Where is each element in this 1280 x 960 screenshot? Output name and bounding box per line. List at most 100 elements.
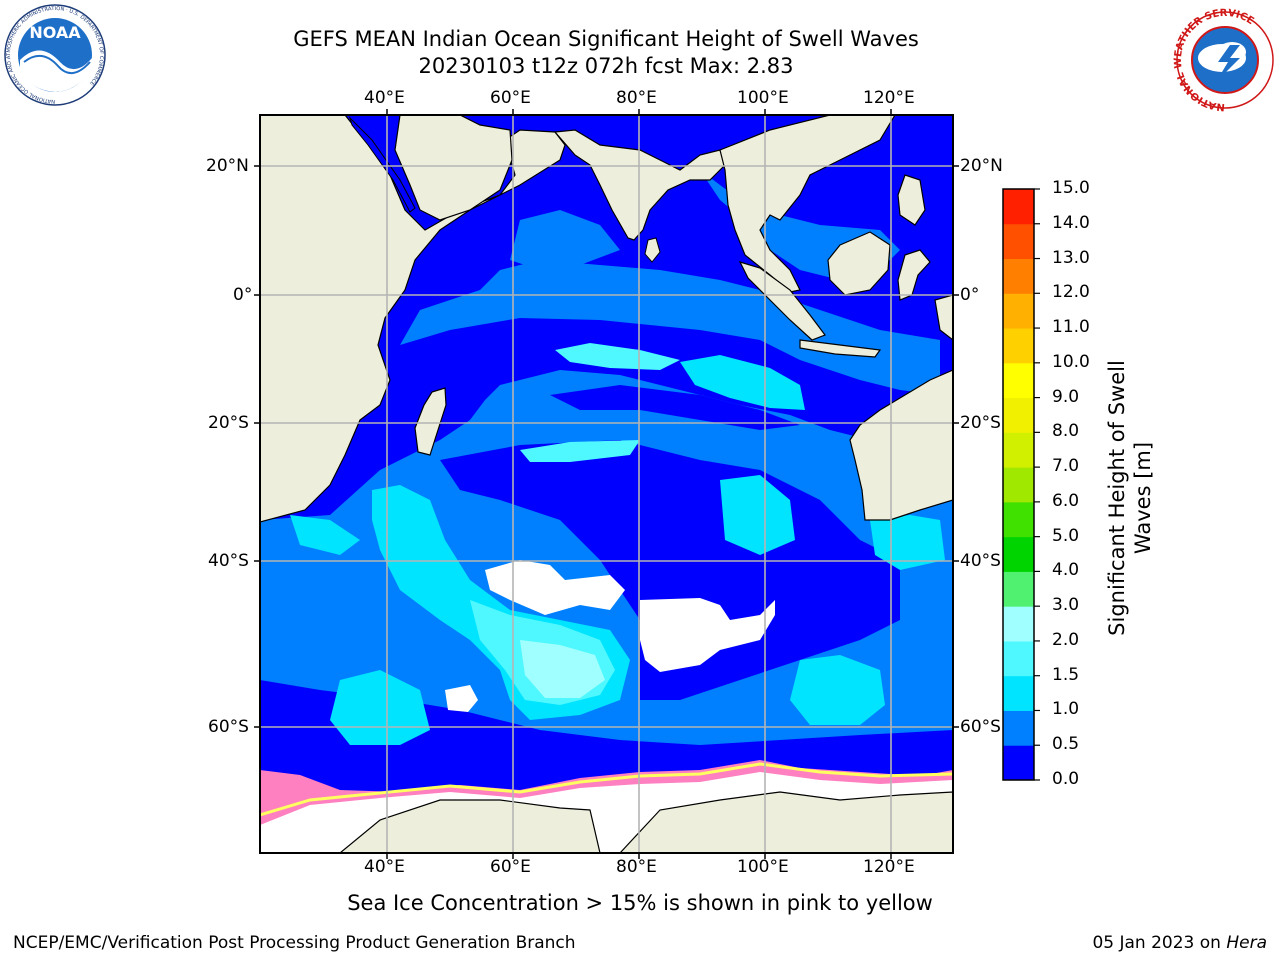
swell-1.0-1.5-east-patch <box>720 475 795 555</box>
colorbar-tick-label: 9.0 <box>1052 386 1080 407</box>
colorbar-tick-label: 1.0 <box>1052 699 1080 720</box>
no-data-patch-central <box>640 598 775 672</box>
colorbar-segment <box>1003 571 1034 607</box>
swell-1.0-1.5-tropical-band-west <box>555 343 680 370</box>
noaa-logo: NOAA NATIONAL OCEANIC AND ATMOSPHERIC AD… <box>4 4 106 106</box>
colorbar-tick-label: 10.0 <box>1052 351 1090 372</box>
swell-1.0-1.5-tropical-band <box>680 355 805 410</box>
colorbar-tick-label: 0.5 <box>1052 734 1080 755</box>
chart-subtitle: 20230103 t12z 072h fcst Max: 2.83 <box>418 54 794 78</box>
colorbar-segment <box>1003 710 1034 746</box>
footer-date-text: 05 Jan 2023 on <box>1092 933 1221 953</box>
colorbar-tick-label: 5.0 <box>1052 525 1080 546</box>
colorbar-tick-label: 12.0 <box>1052 282 1090 303</box>
swell-1.0-1.5-southeast-patch <box>790 655 885 725</box>
sea-ice-yellow-edge <box>260 762 953 817</box>
y-tick-left-0: 0° <box>233 285 253 305</box>
colorbar-segment <box>1003 189 1034 225</box>
y-tick-right-0: 0° <box>960 285 980 305</box>
footer-producer: NCEP/EMC/Verification Post Processing Pr… <box>13 933 576 953</box>
sri-lanka-land <box>644 237 661 263</box>
colorbar <box>1003 189 1034 781</box>
footer-date: 05 Jan 2023 on Hera <box>1092 933 1267 953</box>
india-land <box>553 129 726 241</box>
colorbar-label-line2: Waves [m] <box>1131 441 1155 555</box>
chart-title: GEFS MEAN Indian Ocean Significant Heigh… <box>293 27 919 51</box>
colorbar-segment <box>1003 467 1034 503</box>
x-tick-top-100e: 100°E <box>737 88 789 108</box>
y-tick-left-20s: 20°S <box>208 413 249 433</box>
colorbar-tick-label: 0.0 <box>1052 769 1080 789</box>
colorbar-tick-marks <box>1034 188 1040 781</box>
colorbar-tick-label: 13.0 <box>1052 247 1090 268</box>
colorbar-segment <box>1003 745 1034 781</box>
colorbar-frame <box>1002 188 1035 781</box>
swell-2.0-3.0-core <box>520 640 605 698</box>
sumatra-land <box>738 261 826 341</box>
colorbar-tick-label: 4.0 <box>1052 560 1080 581</box>
colorbar-segment <box>1003 362 1034 399</box>
x-tick-bottom-40e: 40°E <box>364 857 405 877</box>
no-data-patch-small <box>445 685 478 712</box>
y-tick-right-40s: 40°S <box>960 551 1001 571</box>
colorbar-tick-label: 15.0 <box>1052 178 1090 198</box>
swell-1.0-1.5-mid-streak <box>520 440 640 462</box>
swell-1.0-1.5-west-coast <box>290 515 360 555</box>
colorbar-segment <box>1003 675 1034 711</box>
swell-low-band-mid <box>550 385 800 430</box>
x-tick-top-40e: 40°E <box>364 88 405 108</box>
colorbar-segment <box>1003 432 1034 468</box>
tick-marks <box>254 109 959 859</box>
x-tick-bottom-60e: 60°E <box>490 857 531 877</box>
swell-0.5-1.0-band-north <box>510 210 620 270</box>
noaa-logo-text: NOAA <box>29 23 81 42</box>
x-tick-top-60e: 60°E <box>490 88 531 108</box>
colorbar-tick-label: 6.0 <box>1052 490 1080 511</box>
y-tick-right-60s: 60°S <box>960 717 1001 737</box>
colorbar-label: Significant Height of Swell Waves [m] <box>1104 348 1156 648</box>
y-tick-left-60s: 60°S <box>208 717 249 737</box>
x-tick-bottom-80e: 80°E <box>616 857 657 877</box>
map-area <box>260 115 953 853</box>
x-tick-top-120e: 120°E <box>863 88 915 108</box>
borneo-land <box>827 231 891 296</box>
southeast-asia-land <box>719 115 896 293</box>
y-tick-right-20s: 20°S <box>960 413 1001 433</box>
x-tick-bottom-120e: 120°E <box>863 857 915 877</box>
no-data-patch-west <box>485 560 625 615</box>
madagascar-land <box>414 387 447 456</box>
colorbar-segment <box>1003 606 1034 642</box>
colorbar-tick-label: 7.0 <box>1052 456 1080 477</box>
arabia-land <box>394 115 513 221</box>
colorbar-tick-label: 2.0 <box>1052 629 1080 650</box>
colorbar-tick-label: 3.0 <box>1052 595 1080 616</box>
y-tick-left-20n: 20°N <box>206 156 249 176</box>
colorbar-segment <box>1003 293 1034 329</box>
nws-logo: NATIONAL WEATHER SERVICE <box>1173 8 1274 112</box>
colorbar-tick-label: 1.5 <box>1052 664 1080 685</box>
red-sea <box>348 116 416 213</box>
colorbar-tick-label: 14.0 <box>1052 212 1090 233</box>
footer-host: Hera <box>1226 933 1267 953</box>
colorbar-segment <box>1003 640 1034 677</box>
java-land <box>799 339 882 358</box>
sea-ice-note: Sea Ice Concentration > 15% is shown in … <box>347 891 933 915</box>
colorbar-segment <box>1003 536 1034 572</box>
new-guinea-land <box>934 294 953 341</box>
y-tick-left-40s: 40°S <box>208 551 249 571</box>
y-tick-right-20n: 20°N <box>960 156 1003 176</box>
colorbar-segment <box>1003 258 1034 294</box>
antarctica-land <box>339 791 953 853</box>
map-frame <box>259 114 954 854</box>
colorbar-segment <box>1003 223 1034 260</box>
x-tick-bottom-100e: 100°E <box>737 857 789 877</box>
colorbar-segment <box>1003 397 1034 433</box>
colorbar-segment <box>1003 328 1034 364</box>
gridlines <box>260 115 953 853</box>
africa-land <box>260 115 566 523</box>
sulawesi-land <box>897 249 931 301</box>
philippines-land <box>897 174 926 226</box>
colorbar-label-line1: Significant Height of Swell <box>1105 360 1129 636</box>
colorbar-segment <box>1003 501 1034 538</box>
